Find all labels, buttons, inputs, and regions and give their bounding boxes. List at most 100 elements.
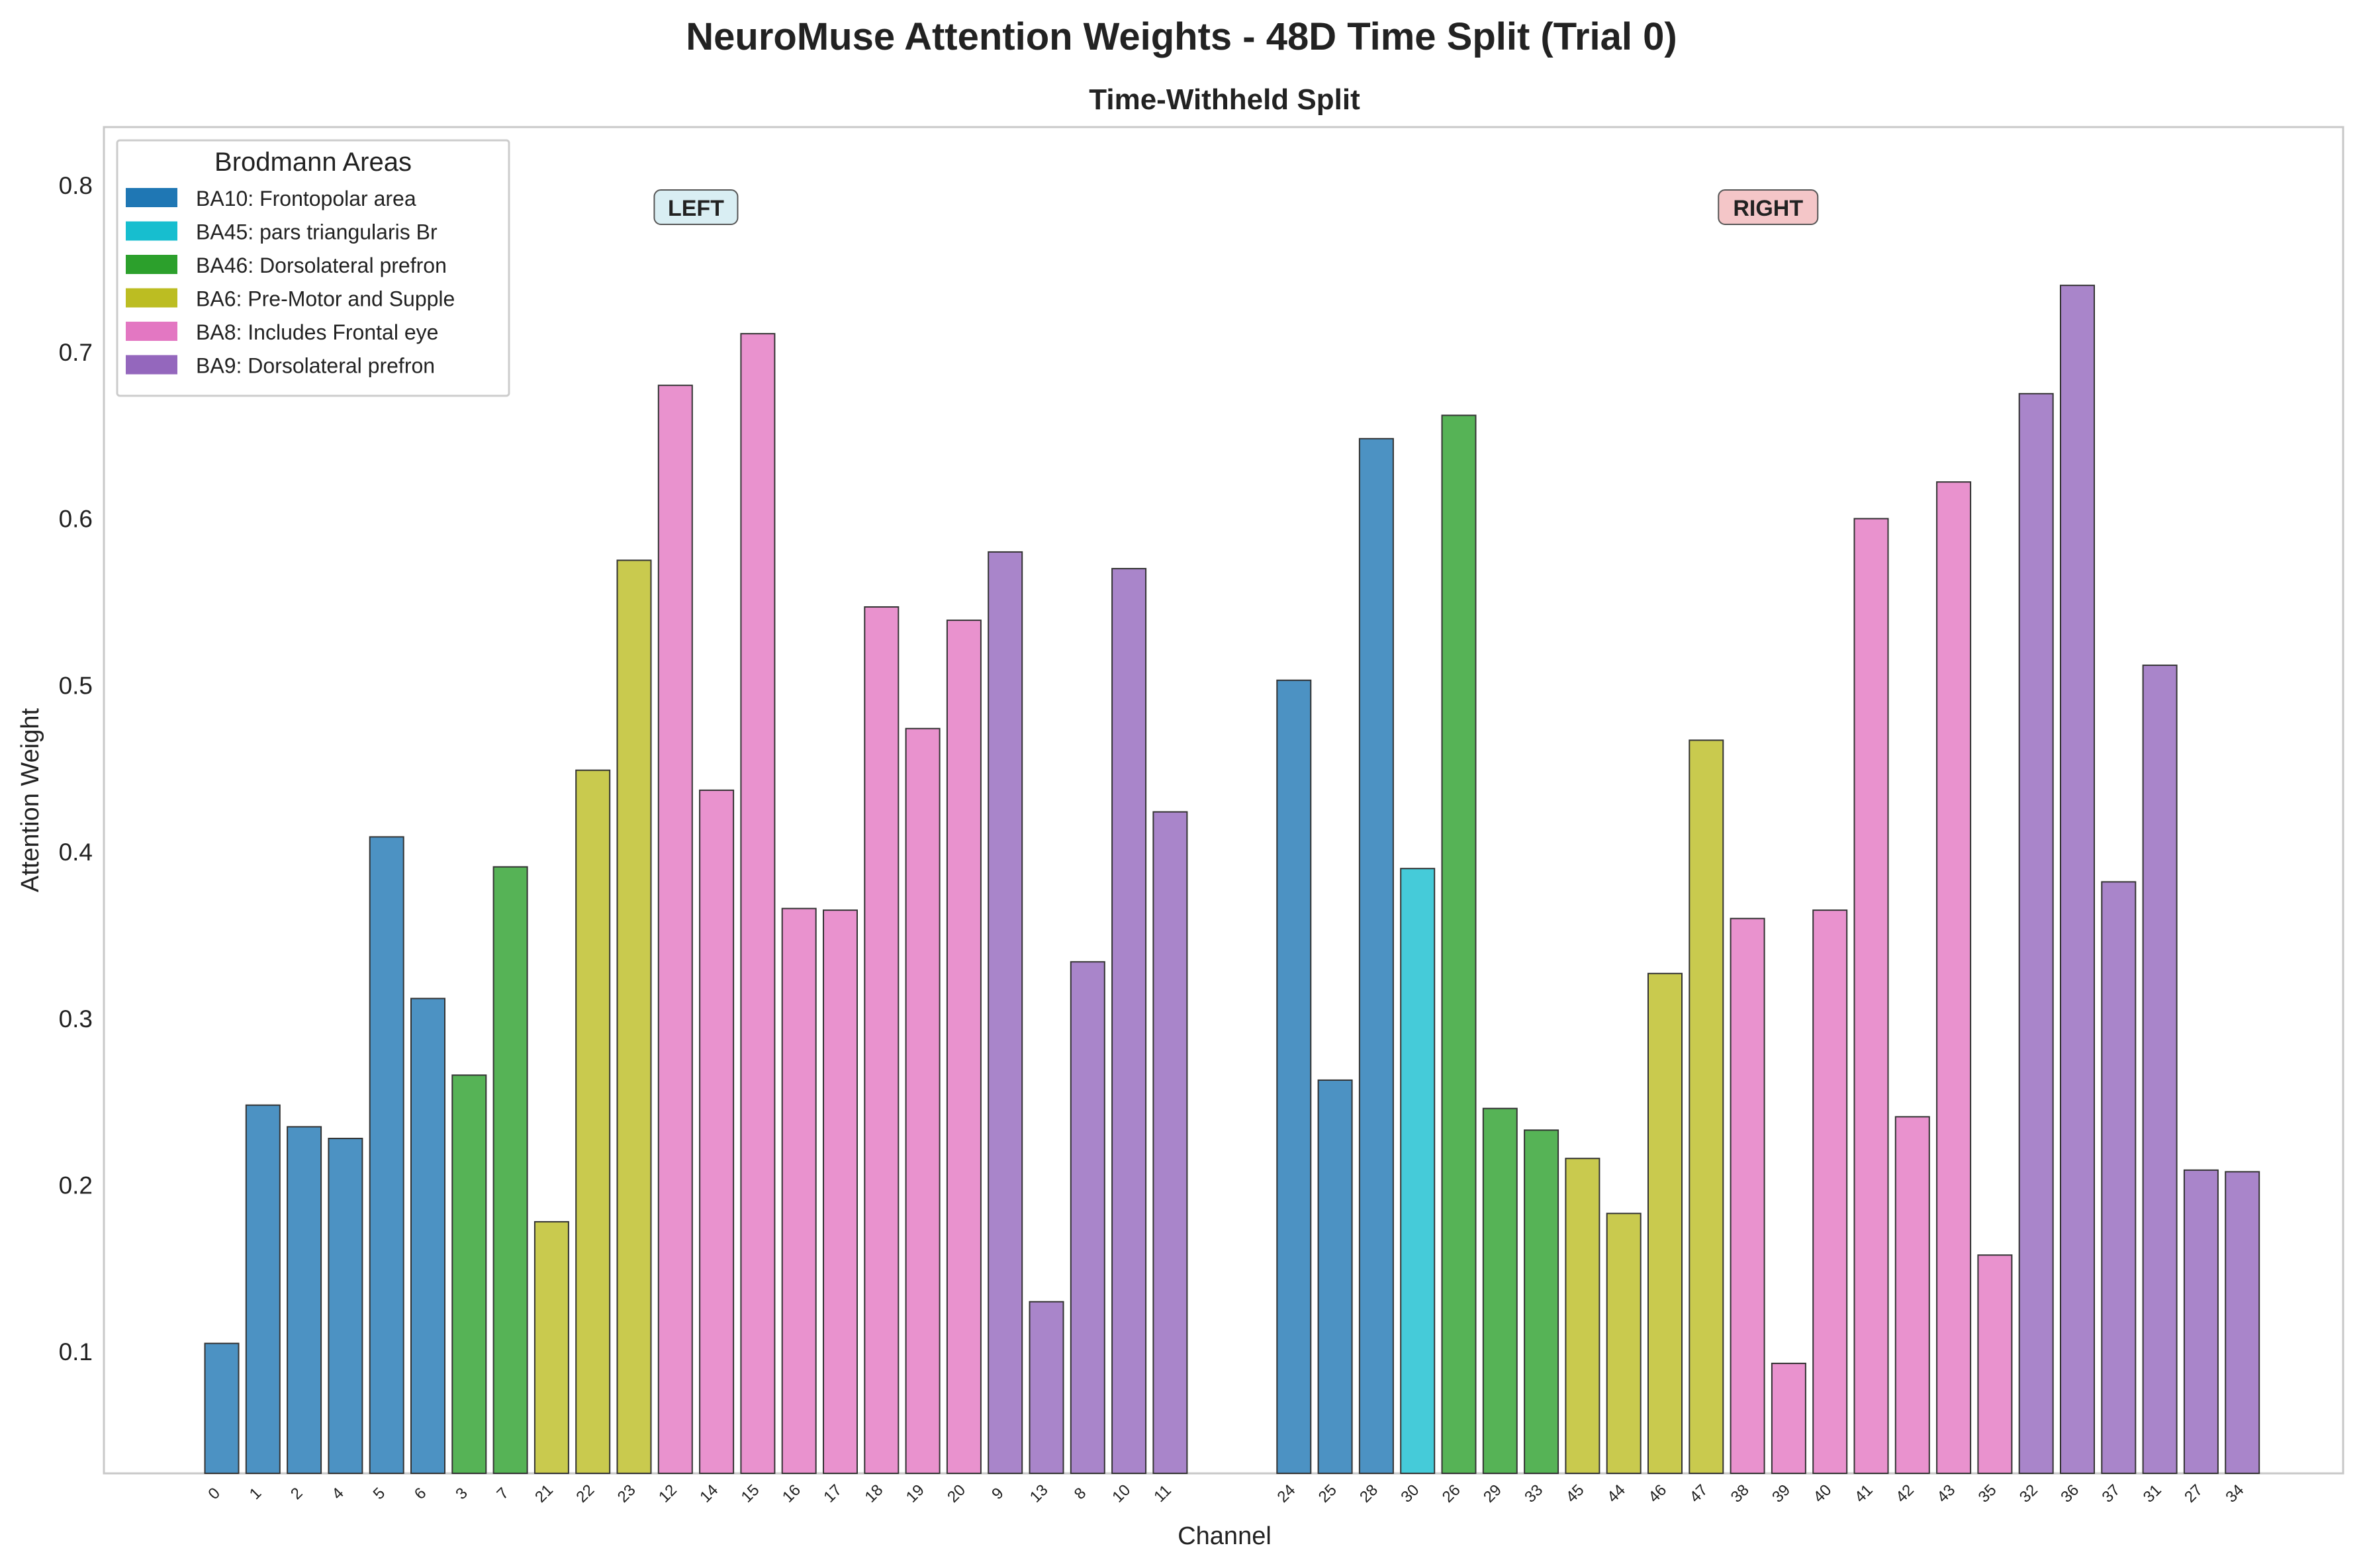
x-tick-label: 27: [2181, 1481, 2206, 1506]
bar-channel-39: [1771, 1362, 1806, 1475]
legend-title: Brodmann Areas: [214, 148, 412, 177]
legend-label: BA8: Includes Frontal eye: [196, 320, 438, 344]
bar-channel-37: [2101, 881, 2137, 1474]
x-tick-label: 29: [1480, 1481, 1505, 1506]
x-tick-label: 6: [411, 1484, 430, 1503]
hemisphere-label: LEFT: [668, 196, 724, 221]
x-axis-ticks: 0 1 2 4 5 6 3 7 21 22 23 12 14 15 16 17 18 19 20 9 13 8 10 11 24…: [205, 1481, 2247, 1506]
x-tick-label: 17: [820, 1481, 845, 1506]
bar-channel-26: [1441, 414, 1477, 1474]
x-tick-label: 22: [573, 1481, 598, 1506]
x-tick-label: 45: [1563, 1481, 1588, 1506]
bar-channel-5: [369, 836, 404, 1475]
bar-channel-2: [287, 1126, 322, 1474]
x-tick-label: 32: [2016, 1481, 2041, 1506]
legend-label: BA46: Dorsolateral prefron: [196, 254, 447, 277]
bar-channel-47: [1689, 739, 1724, 1474]
legend-swatch-ba9: [126, 355, 177, 375]
x-tick-label: 38: [1728, 1481, 1753, 1506]
bar-channel-38: [1730, 917, 1765, 1474]
x-tick-label: 4: [328, 1484, 348, 1503]
bar-channel-28: [1358, 438, 1394, 1474]
legend-swatch-ba10: [126, 188, 177, 207]
x-tick-label: 2: [287, 1484, 306, 1503]
bar-channel-36: [2060, 285, 2095, 1475]
bar-channel-21: [533, 1221, 569, 1474]
bar-channel-33: [1524, 1129, 1559, 1474]
x-tick-label: 21: [532, 1481, 557, 1506]
x-tick-label: 47: [1687, 1481, 1712, 1506]
bar-channel-42: [1894, 1116, 1930, 1475]
x-tick-label: 43: [1933, 1481, 1959, 1506]
bar-channel-27: [2183, 1169, 2219, 1475]
x-tick-label: 41: [1851, 1481, 1876, 1506]
bar-channel-9: [988, 551, 1023, 1474]
bar-channel-30: [1400, 868, 1436, 1475]
x-tick-label: 36: [2057, 1481, 2082, 1506]
hemisphere-label: RIGHT: [1733, 196, 1803, 221]
bar-channel-34: [2225, 1171, 2260, 1475]
chart-subtitle: Time-Withheld Split: [1089, 83, 1360, 116]
x-tick-label: 25: [1315, 1481, 1340, 1506]
x-tick-label: 12: [655, 1481, 680, 1506]
x-tick-label: 28: [1356, 1481, 1381, 1506]
x-tick-label: 14: [696, 1481, 721, 1506]
x-axis-label: Channel: [1178, 1522, 1272, 1550]
x-tick-label: 9: [988, 1484, 1007, 1503]
x-tick-label: 24: [1274, 1481, 1299, 1506]
x-tick-label: 3: [452, 1484, 471, 1503]
bar-channel-45: [1565, 1158, 1600, 1474]
x-tick-label: 19: [903, 1481, 928, 1506]
y-tick-label: 0.8: [59, 172, 93, 199]
bar-channel-46: [1647, 972, 1683, 1474]
x-tick-label: 35: [1975, 1481, 2000, 1506]
legend-swatch-ba46: [126, 255, 177, 274]
bar-channel-4: [328, 1138, 363, 1474]
bar-channel-14: [699, 789, 735, 1474]
plot-frame: [103, 126, 2344, 1475]
legend: Brodmann Areas BA10: Frontopolar area BA45…: [116, 139, 510, 397]
x-tick-label: 37: [2099, 1481, 2124, 1506]
y-tick-label: 0.6: [59, 506, 93, 533]
y-tick-label: 0.4: [59, 839, 93, 866]
x-tick-label: 20: [944, 1481, 969, 1506]
x-tick-label: 30: [1397, 1481, 1422, 1506]
bar-channel-10: [1111, 568, 1147, 1475]
bar-channel-19: [905, 727, 941, 1474]
x-tick-label: 11: [1150, 1481, 1175, 1506]
bar-channel-3: [451, 1074, 487, 1474]
legend-swatch-ba45: [126, 221, 177, 241]
bar-channel-35: [1977, 1254, 2013, 1475]
legend-label: BA6: Pre-Motor and Supple: [196, 287, 455, 311]
x-tick-label: 5: [370, 1484, 389, 1503]
x-tick-label: 42: [1892, 1481, 1918, 1506]
y-tick-label: 0.1: [59, 1338, 93, 1365]
bar-channel-15: [740, 333, 776, 1474]
legend-swatch-ba6: [126, 288, 177, 308]
bars: [204, 285, 2260, 1475]
hemisphere-labels: LEFT RIGHT: [653, 189, 1819, 225]
bar-channel-1: [245, 1104, 281, 1474]
bar-channel-8: [1070, 961, 1105, 1474]
bar-channel-43: [1936, 481, 1972, 1475]
x-tick-label: 31: [2140, 1481, 2165, 1506]
y-axis-ticks: 0.1 0.2 0.3 0.4 0.5 0.6 0.7 0.8: [59, 172, 93, 1365]
y-tick-label: 0.5: [59, 672, 93, 699]
hemisphere-label-box: [653, 189, 739, 225]
bar-channel-41: [1853, 518, 1889, 1474]
legend-label: BA45: pars triangularis Br: [196, 220, 438, 244]
legend-label: BA10: Frontopolar area: [196, 187, 416, 210]
bar-channel-24: [1276, 679, 1312, 1474]
bar-channel-44: [1606, 1213, 1642, 1474]
y-tick-label: 0.7: [59, 339, 93, 366]
x-tick-label: 16: [779, 1481, 804, 1506]
y-tick-label: 0.3: [59, 1005, 93, 1033]
bar-channel-12: [657, 385, 693, 1474]
legend-box: [116, 139, 510, 397]
x-tick-label: 13: [1027, 1481, 1052, 1506]
bar-channel-31: [2142, 665, 2178, 1474]
bar-channel-40: [1812, 909, 1848, 1474]
x-tick-label: 39: [1769, 1481, 1794, 1506]
x-tick-label: 40: [1810, 1481, 1835, 1506]
